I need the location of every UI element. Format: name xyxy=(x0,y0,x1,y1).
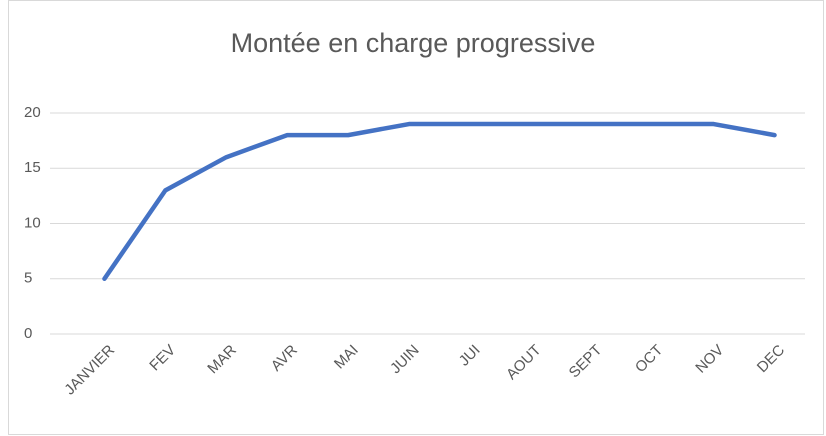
chart-title: Montée en charge progressive xyxy=(231,28,596,58)
y-tick-label: 10 xyxy=(24,214,41,231)
y-tick-label: 15 xyxy=(24,159,41,176)
y-tick-label: 20 xyxy=(24,104,41,121)
y-tick-label: 0 xyxy=(24,325,32,342)
line xyxy=(102,121,777,281)
y-tick-label: 5 xyxy=(24,270,32,287)
